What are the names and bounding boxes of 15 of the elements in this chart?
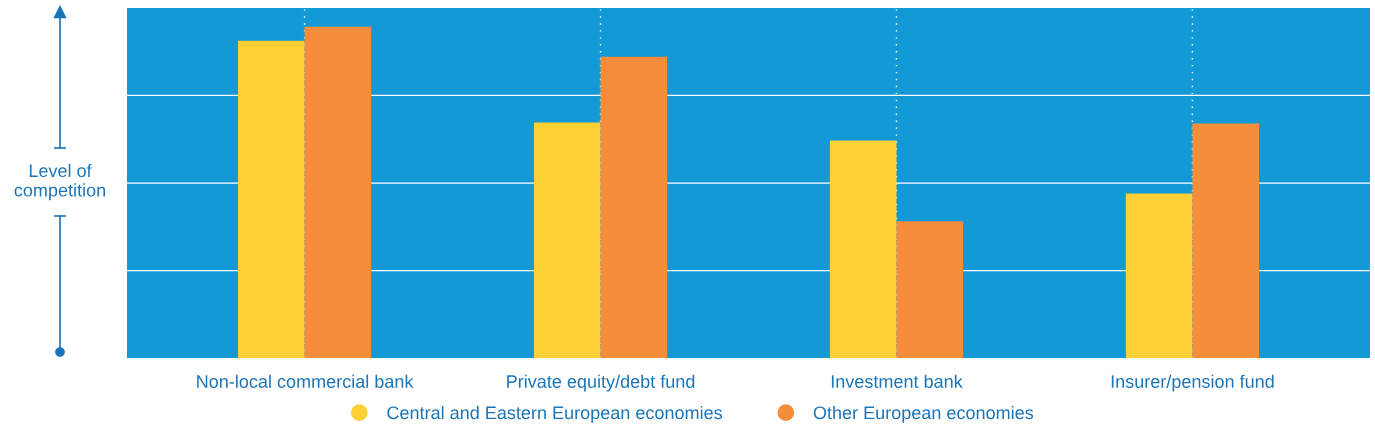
legend-label: Central and Eastern European economies bbox=[387, 405, 723, 423]
y-axis-title: Level of competition bbox=[14, 163, 105, 201]
bar bbox=[1125, 193, 1193, 358]
bar bbox=[896, 221, 964, 358]
bar bbox=[1192, 123, 1260, 358]
bar bbox=[533, 122, 601, 358]
bar bbox=[600, 56, 668, 358]
x-tick-label: Private equity/debt fund bbox=[507, 374, 695, 392]
legend-label: Other European economies bbox=[813, 405, 1034, 423]
bar bbox=[304, 26, 372, 358]
x-tick-label: Insurer/pension fund bbox=[1111, 374, 1274, 392]
bar bbox=[829, 140, 897, 358]
x-tick-label: Non-local commercial bank bbox=[197, 374, 414, 388]
x-tick-label: Investment bank bbox=[831, 374, 963, 388]
bar bbox=[237, 40, 305, 358]
